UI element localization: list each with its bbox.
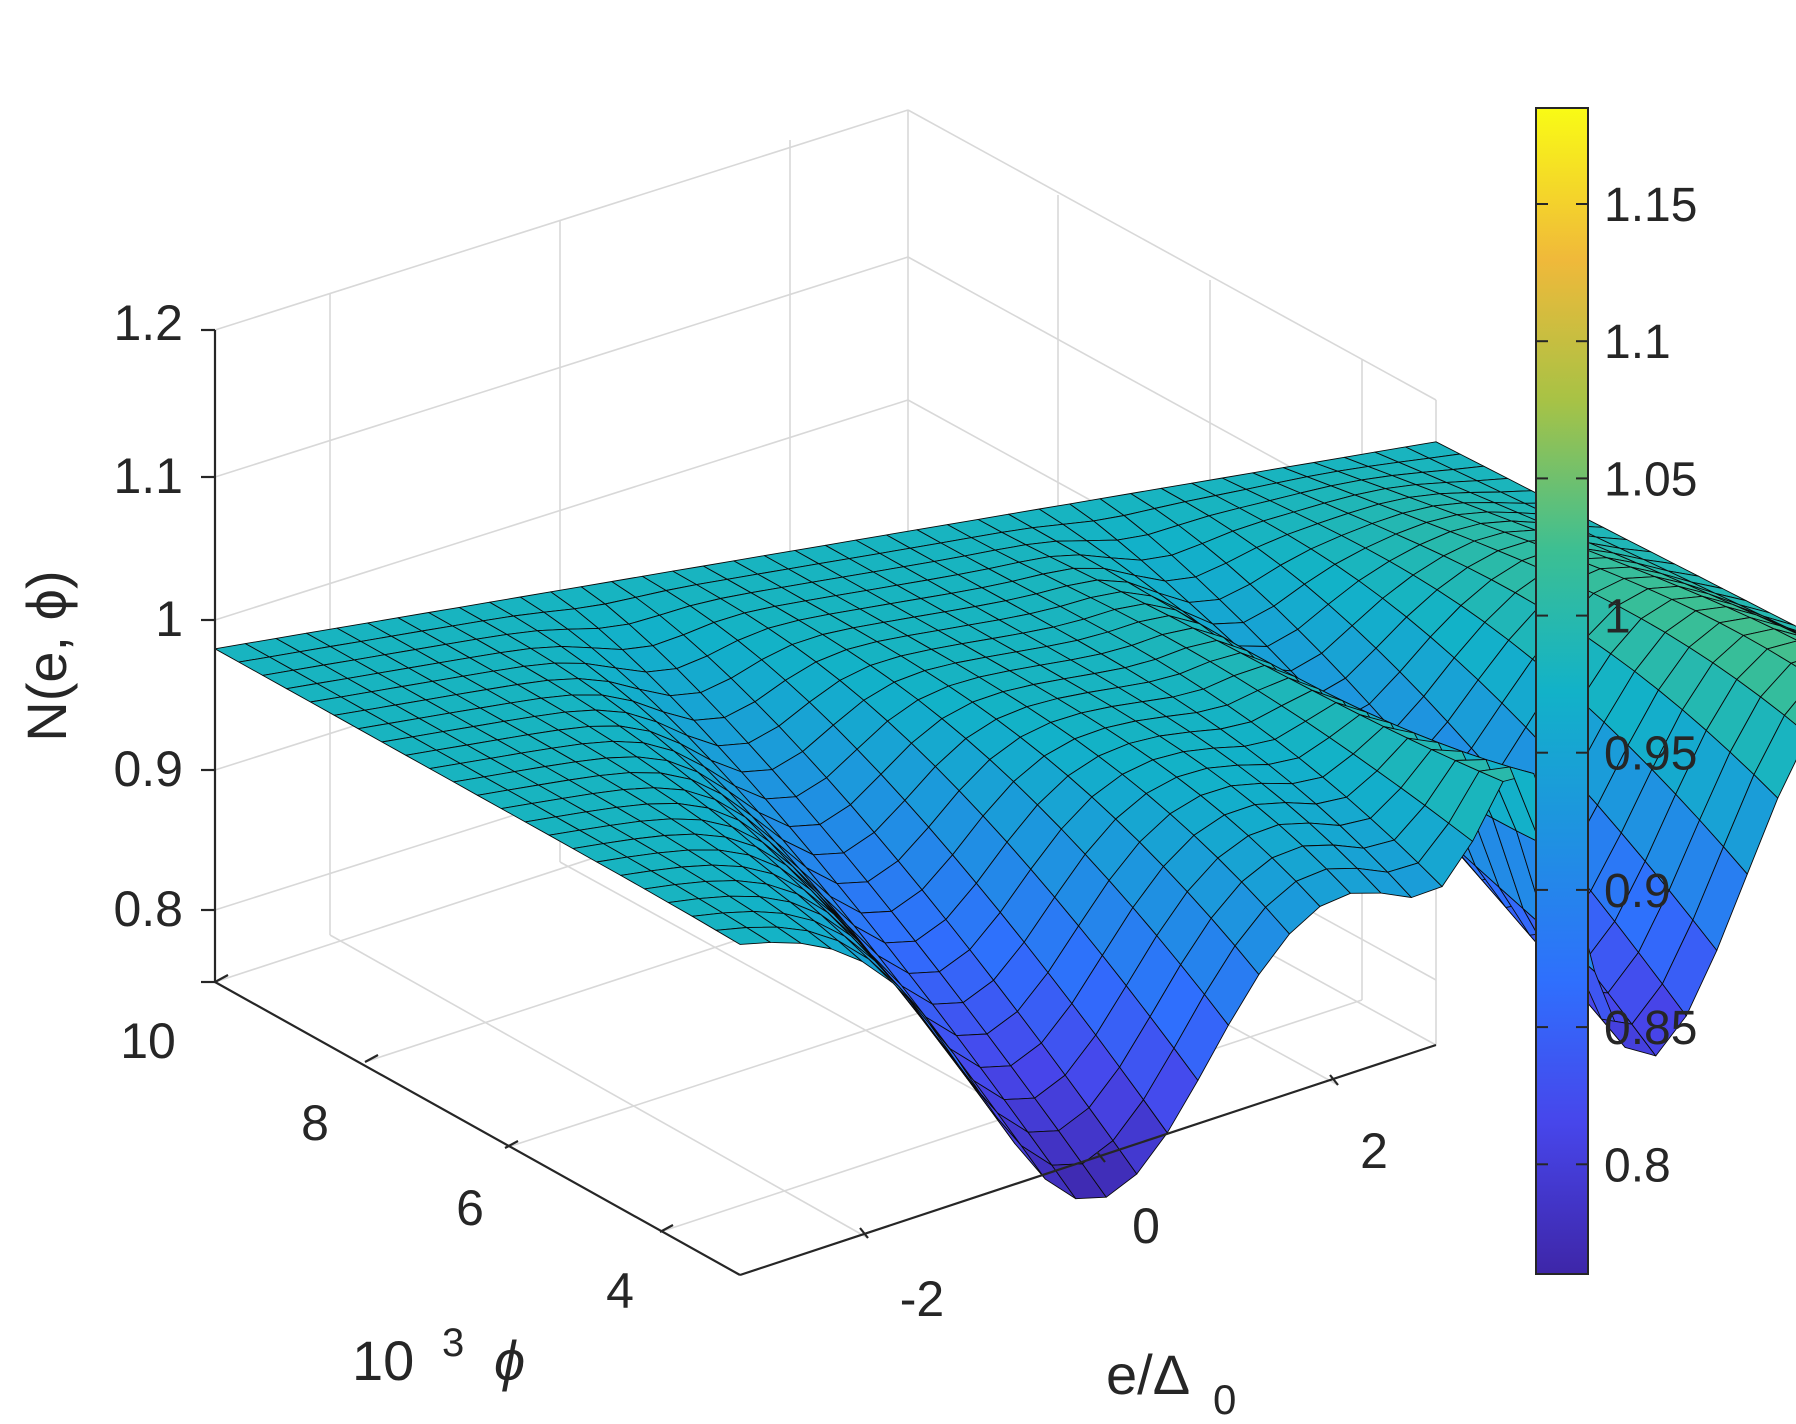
grid-line bbox=[214, 109, 909, 331]
surface-patch bbox=[1766, 640, 1796, 664]
axes-layer bbox=[201, 328, 1437, 1277]
z-axis-label: N(e, ϕ) bbox=[15, 570, 78, 741]
x-axis-label-main: e/Δ bbox=[1106, 1343, 1190, 1406]
z-tick-label: 1 bbox=[155, 591, 183, 647]
z-tick-label: 0.8 bbox=[113, 881, 183, 937]
grid-line bbox=[329, 934, 869, 1239]
colorbar-gradient bbox=[1535, 107, 1589, 1275]
x-tick bbox=[859, 1227, 869, 1239]
y-axis-label: 10 3 ϕ bbox=[352, 1321, 525, 1392]
grid-line bbox=[214, 399, 909, 621]
colorbar-tick-label: 0.85 bbox=[1604, 1002, 1697, 1055]
surface-patch bbox=[1786, 627, 1796, 633]
colorbar-tick-label: 1 bbox=[1604, 591, 1631, 644]
y-tick bbox=[214, 974, 229, 983]
y-axis-label-base: 10 bbox=[352, 1329, 414, 1392]
colorbar-tick-label: 1.1 bbox=[1604, 316, 1671, 369]
y-axis-label-symbol: ϕ bbox=[494, 1329, 525, 1392]
y-axis-line bbox=[214, 981, 741, 1276]
surface-patch bbox=[1753, 714, 1796, 799]
x-tick bbox=[1096, 1151, 1106, 1163]
y-tick bbox=[504, 1140, 519, 1149]
x-axis-line bbox=[739, 1043, 1437, 1277]
x-tick-label: 2 bbox=[1360, 1123, 1388, 1179]
grid-line bbox=[907, 109, 1437, 401]
surface-patch bbox=[1780, 625, 1796, 634]
x-tick-label: 0 bbox=[1132, 1198, 1160, 1254]
colorbar-tick-label: 0.8 bbox=[1604, 1139, 1671, 1192]
x-tick-labels: -2 0 2 bbox=[900, 1123, 1388, 1327]
x-tick bbox=[1329, 1074, 1339, 1086]
y-tick-label: 6 bbox=[456, 1180, 484, 1236]
y-tick bbox=[364, 1054, 379, 1063]
x-axis-label: e/Δ 0 bbox=[1106, 1343, 1236, 1423]
surface-patch bbox=[1749, 617, 1796, 636]
grid-line bbox=[214, 256, 909, 478]
z-tick-label: 0.9 bbox=[113, 741, 183, 797]
z-tick-label: 1.2 bbox=[113, 295, 183, 351]
surface-patch bbox=[1762, 615, 1796, 631]
colorbar-tick-labels: 0.8 0.85 0.9 0.95 1 1.05 1.1 1.15 bbox=[1604, 179, 1697, 1192]
surface-patch bbox=[1773, 628, 1796, 641]
y-tick-label: 10 bbox=[120, 1013, 176, 1069]
x-axis-label-subscript: 0 bbox=[1213, 1376, 1236, 1423]
colorbar-ticks bbox=[1536, 203, 1588, 1166]
colorbar-tick-label: 1.15 bbox=[1604, 179, 1697, 232]
colorbar-tick-label: 0.95 bbox=[1604, 728, 1697, 781]
y-axis-label-exponent: 3 bbox=[442, 1321, 464, 1365]
y-tick-label: 4 bbox=[606, 1263, 634, 1319]
colorbar: 0.8 0.85 0.9 0.95 1 1.05 1.1 1.15 bbox=[1535, 107, 1697, 1275]
y-tick-labels: 10 8 6 4 bbox=[120, 1013, 634, 1319]
x-tick-label: -2 bbox=[900, 1271, 944, 1327]
surface-patch bbox=[1784, 700, 1796, 726]
y-tick bbox=[659, 1224, 674, 1233]
colorbar-tick-label: 1.05 bbox=[1604, 453, 1697, 506]
y-tick-label: 8 bbox=[301, 1095, 329, 1151]
z-tick-label: 1.1 bbox=[113, 448, 183, 504]
surface-patch bbox=[1790, 661, 1796, 667]
colorbar-tick-label: 0.9 bbox=[1604, 865, 1671, 918]
surface-patch bbox=[1742, 628, 1796, 650]
z-tick-labels: 1.2 1.1 1 0.9 0.8 bbox=[113, 295, 183, 937]
surface-patch bbox=[1760, 662, 1796, 716]
